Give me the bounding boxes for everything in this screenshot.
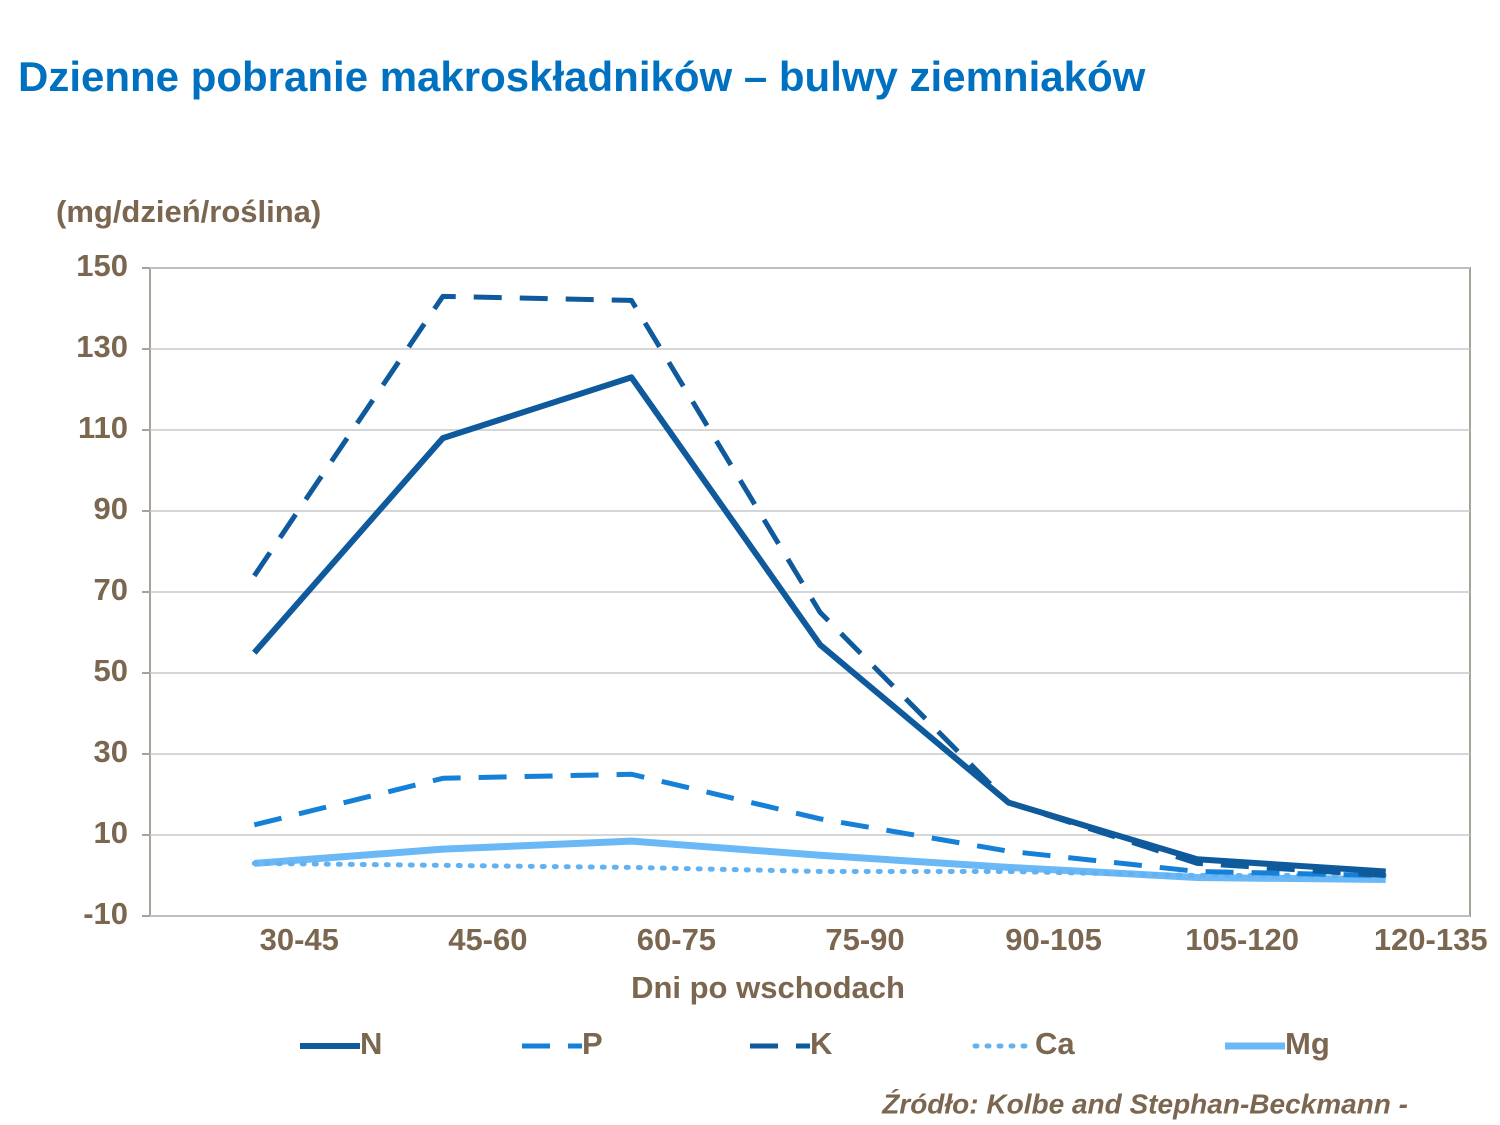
legend-label: N xyxy=(360,1026,382,1061)
y-tick-label: 90 xyxy=(94,491,128,526)
x-tick-label: 30-45 xyxy=(260,922,339,957)
x-tick-label: 105-120 xyxy=(1185,922,1299,957)
y-tick-label: 70 xyxy=(94,572,128,607)
y-tick-label: 110 xyxy=(78,410,128,445)
series-line xyxy=(251,860,1389,878)
x-tick-label: 45-60 xyxy=(448,922,527,957)
y-axis-title: (mg/dzień/roślina) xyxy=(56,194,321,229)
y-tick-label: -10 xyxy=(83,896,128,931)
x-tick-label: 75-90 xyxy=(825,922,904,957)
chart-title: Dzienne pobranie makroskładników – bulwy… xyxy=(18,53,1146,100)
legend-label: K xyxy=(810,1026,833,1061)
x-axis-title: Dni po wschodach xyxy=(631,970,905,1005)
y-tick-label: 150 xyxy=(76,248,128,283)
x-tick-label: 120-135 xyxy=(1374,922,1488,957)
y-tick-label: 50 xyxy=(94,653,128,688)
series-line xyxy=(253,771,1386,878)
y-tick-label: 10 xyxy=(94,815,128,850)
legend-label: Mg xyxy=(1285,1026,1330,1061)
legend-label: Ca xyxy=(1035,1026,1075,1061)
x-tick-label: 90-105 xyxy=(1005,922,1102,957)
x-tick-label: 60-75 xyxy=(637,922,716,957)
series-line xyxy=(252,293,1386,878)
source-note: Źródło: Kolbe and Stephan-Beckmann - xyxy=(881,1088,1408,1119)
y-tick-label: 130 xyxy=(76,329,128,364)
legend-label: P xyxy=(582,1026,603,1061)
series-line xyxy=(254,837,1386,884)
y-tick-label: 30 xyxy=(94,734,128,769)
series-line xyxy=(252,374,1386,875)
